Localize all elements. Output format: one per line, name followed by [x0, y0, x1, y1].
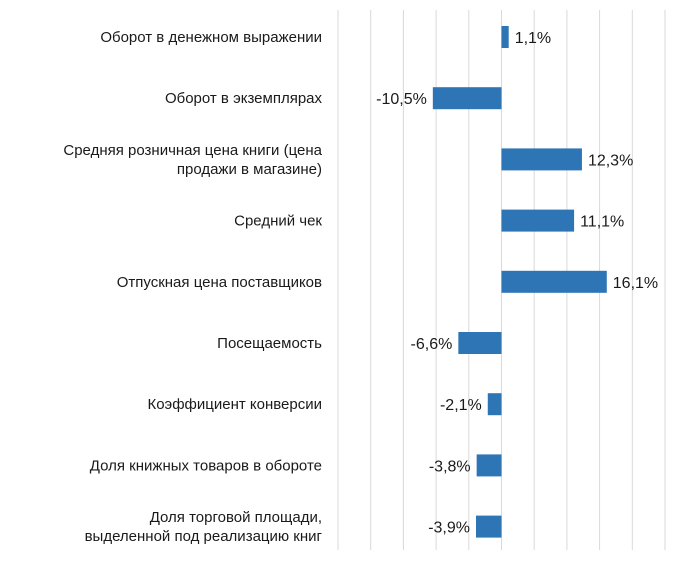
data-label: 16,1%	[613, 275, 658, 292]
data-label: -6,6%	[411, 336, 453, 353]
category-label: Доля книжных товаров в обороте	[90, 457, 322, 474]
bar	[502, 210, 575, 232]
category-label-line: Коэффициент конверсии	[147, 396, 322, 413]
category-label-line: выделенной под реализацию книг	[85, 528, 323, 545]
category-label-line: Посещаемость	[217, 335, 322, 352]
category-label: Отпускная цена поставщиков	[117, 274, 322, 291]
category-label-line: Доля торговой площади,	[150, 509, 322, 526]
category-label-line: Средняя розничная цена книги (цена	[63, 142, 322, 159]
category-label-line: Оборот в денежном выражении	[100, 29, 322, 46]
data-label: -10,5%	[376, 91, 427, 108]
bar	[502, 271, 607, 293]
bar	[433, 87, 502, 109]
bar	[458, 332, 501, 354]
data-label: 12,3%	[588, 152, 633, 169]
category-labels: Оборот в денежном выражении Оборот в экзе…	[63, 29, 322, 545]
bar	[502, 26, 509, 48]
category-label-line: Отпускная цена поставщиков	[117, 274, 322, 291]
category-label-line: Оборот в экземплярах	[165, 90, 323, 107]
category-label-line: Средний чек	[234, 213, 322, 230]
data-label: -3,9%	[428, 520, 470, 537]
category-label: Оборот в денежном выражении	[100, 29, 322, 46]
data-label: 1,1%	[515, 30, 551, 47]
data-label: -2,1%	[440, 397, 482, 414]
category-label: Посещаемость	[217, 335, 322, 352]
category-label: Доля торговой площади, выделенной под реа…	[85, 509, 323, 545]
bar	[476, 516, 502, 538]
data-label: -3,8%	[429, 458, 471, 475]
bar	[502, 148, 582, 170]
bar	[488, 393, 502, 415]
category-label: Коэффициент конверсии	[147, 396, 322, 413]
bar	[477, 454, 502, 476]
category-label-line: Доля книжных товаров в обороте	[90, 457, 322, 474]
category-label: Средний чек	[234, 213, 322, 230]
data-label: 11,1%	[580, 214, 624, 231]
category-label: Оборот в экземплярах	[165, 90, 323, 107]
category-label-line: продажи в магазине)	[177, 161, 322, 178]
category-label: Средняя розничная цена книги (цена продаж…	[63, 142, 322, 178]
